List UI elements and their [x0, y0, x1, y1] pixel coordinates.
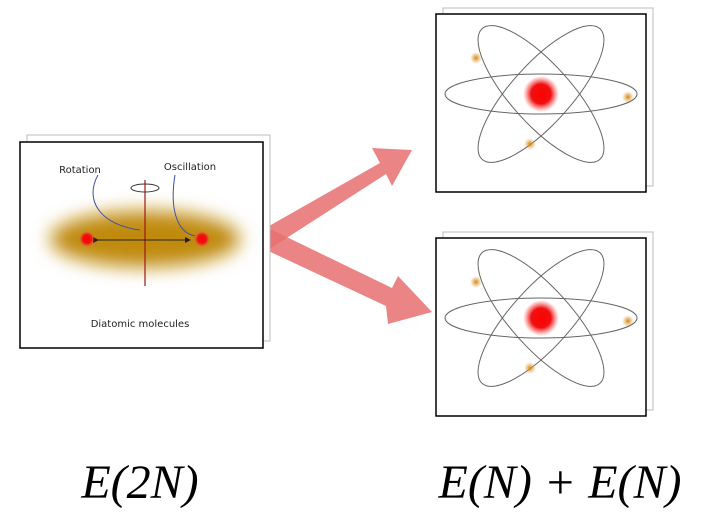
atom-right — [194, 231, 210, 247]
diagram: Rotation Oscillation Diatomic molecules … — [0, 0, 726, 512]
oscillation-label: Oscillation — [164, 162, 216, 173]
rotation-label: Rotation — [59, 165, 101, 176]
split-arrows — [262, 148, 432, 324]
atom-left — [79, 231, 95, 247]
page: Rotation Oscillation Diatomic molecules … — [0, 0, 726, 512]
caption: Diatomic molecules — [91, 319, 190, 330]
energy-whole: E(2N) — [80, 456, 198, 509]
energy-parts: E(N) + E(N) — [438, 456, 682, 509]
